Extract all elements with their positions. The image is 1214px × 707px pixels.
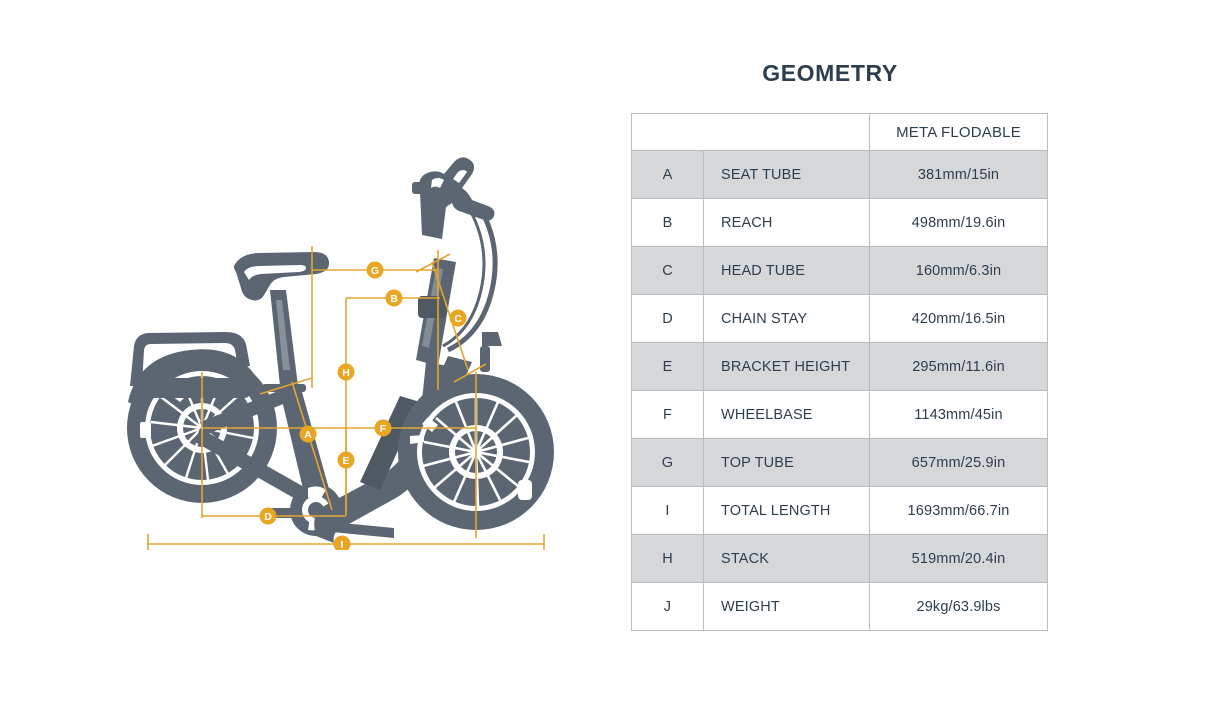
marker-c-label: C — [454, 313, 462, 325]
table-row: F WHEELBASE 1143mm/45in — [631, 390, 1048, 439]
marker-d: D — [259, 507, 277, 525]
front-light — [482, 332, 502, 346]
row-name: TOP TUBE — [703, 438, 870, 487]
fold-joint — [418, 296, 446, 318]
row-value: 29kg/63.9lbs — [869, 582, 1048, 631]
table-row: C HEAD TUBE 160mm/6.3in — [631, 246, 1048, 295]
marker-g-label: G — [371, 265, 379, 277]
table-row: G TOP TUBE 657mm/25.9in — [631, 438, 1048, 487]
table-row: I TOTAL LENGTH 1693mm/66.7in — [631, 486, 1048, 535]
row-value: 498mm/19.6in — [869, 198, 1048, 247]
row-value: 160mm/6.3in — [869, 246, 1048, 295]
row-letter: F — [631, 390, 704, 439]
row-letter: D — [631, 294, 704, 343]
a-tick — [259, 377, 313, 395]
row-letter: B — [631, 198, 704, 247]
header-name-col — [703, 113, 870, 151]
row-value: 295mm/11.6in — [869, 342, 1048, 391]
marker-f-label: F — [380, 423, 387, 435]
handlebar — [419, 157, 495, 239]
row-letter: G — [631, 438, 704, 487]
brake-cable — [446, 206, 498, 353]
table-header-row: META FLODABLE — [631, 113, 1048, 151]
row-letter: J — [631, 582, 704, 631]
table-row: D CHAIN STAY 420mm/16.5in — [631, 294, 1048, 343]
marker-a-label: A — [304, 429, 312, 441]
table-row: B REACH 498mm/19.6in — [631, 198, 1048, 247]
marker-i-label: I — [341, 539, 344, 550]
row-name: HEAD TUBE — [703, 246, 870, 295]
front-spokes — [422, 398, 530, 507]
seat-post — [270, 290, 298, 386]
geometry-spec-table: META FLODABLE A SEAT TUBE 381mm/15in B R… — [631, 113, 1048, 631]
bike-geometry-diagram: G B C H A — [0, 0, 600, 707]
row-name: CHAIN STAY — [703, 294, 870, 343]
table-row: J WEIGHT 29kg/63.9lbs — [631, 582, 1048, 631]
table-head: META FLODABLE — [631, 113, 1048, 151]
geometry-table-panel: GEOMETRY META FLODABLE A SEAT TUBE 381mm… — [600, 0, 1214, 707]
table-row: A SEAT TUBE 381mm/15in — [631, 150, 1048, 199]
row-name: WHEELBASE — [703, 390, 870, 439]
header-letter-col — [631, 113, 704, 151]
marker-b: B — [385, 289, 403, 307]
marker-i: I — [333, 535, 351, 550]
row-name: TOTAL LENGTH — [703, 486, 870, 535]
row-value: 657mm/25.9in — [869, 438, 1048, 487]
row-value: 420mm/16.5in — [869, 294, 1048, 343]
rear-fender — [128, 349, 260, 408]
row-name: STACK — [703, 534, 870, 583]
row-letter: C — [631, 246, 704, 295]
a-line — [291, 381, 333, 511]
marker-c: C — [449, 309, 467, 327]
row-name: WEIGHT — [703, 582, 870, 631]
marker-a: A — [299, 425, 317, 443]
marker-d-label: D — [264, 511, 272, 523]
bike-diagram-svg: G B C H A — [127, 157, 554, 550]
row-value: 1143mm/45in — [869, 390, 1048, 439]
bike-silhouette — [127, 157, 554, 543]
table-row: H STACK 519mm/20.4in — [631, 534, 1048, 583]
row-value: 381mm/15in — [869, 150, 1048, 199]
marker-e: E — [337, 451, 355, 469]
row-name: BRACKET HEIGHT — [703, 342, 870, 391]
seat-stay — [200, 384, 301, 435]
table-body: A SEAT TUBE 381mm/15in B REACH 498mm/19.… — [631, 150, 1048, 631]
row-name: REACH — [703, 198, 870, 247]
row-letter: H — [631, 534, 704, 583]
saddle — [233, 252, 330, 301]
battery-pack — [360, 396, 420, 490]
marker-badges: G B C H A — [259, 261, 467, 550]
row-name: SEAT TUBE — [703, 150, 870, 199]
header-model-col: META FLODABLE — [869, 113, 1048, 151]
marker-f: F — [374, 419, 392, 437]
marker-g: G — [366, 261, 384, 279]
page-title: GEOMETRY — [762, 60, 898, 86]
chain-stay — [195, 428, 320, 510]
marker-e-label: E — [342, 455, 349, 467]
row-letter: I — [631, 486, 704, 535]
row-value: 519mm/20.4in — [869, 534, 1048, 583]
marker-b-label: B — [390, 293, 398, 305]
c-tick-top — [415, 253, 451, 273]
row-value: 1693mm/66.7in — [869, 486, 1048, 535]
row-letter: A — [631, 150, 704, 199]
row-letter: E — [631, 342, 704, 391]
marker-h: H — [337, 363, 355, 381]
marker-h-label: H — [342, 367, 350, 379]
c-tick-bottom — [453, 363, 487, 383]
table-row: E BRACKET HEIGHT 295mm/11.6in — [631, 342, 1048, 391]
